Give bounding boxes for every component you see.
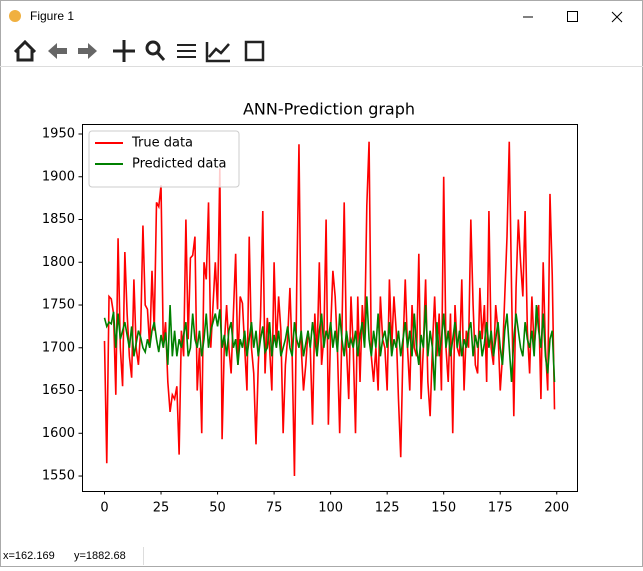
toolbar <box>0 39 643 67</box>
y-tick-label: 1900 <box>42 169 75 184</box>
plot: ANN-Prediction graph 1550 1600 1650 1700 175… <box>42 100 578 516</box>
maximize-button[interactable] <box>567 11 578 22</box>
x-tick-label: 200 <box>544 501 569 516</box>
axes-frame <box>82 124 578 492</box>
home-button[interactable] <box>13 39 37 62</box>
title-bar: Figure 1 <box>9 9 623 23</box>
y-tick-label: 1950 <box>42 127 75 142</box>
legend-label: Predicted data <box>132 157 226 172</box>
status-x: x=162.169 <box>3 550 55 562</box>
x-tick-label: 125 <box>375 501 400 516</box>
legend-label: True data <box>131 136 193 151</box>
x-tick-label: 75 <box>266 501 283 516</box>
y-tick-label: 1650 <box>42 383 75 398</box>
status-y: y=1882.68 <box>74 550 126 562</box>
x-tick-label: 175 <box>488 501 513 516</box>
data-line <box>103 296 556 391</box>
x-tick-label: 25 <box>153 501 170 516</box>
y-tick-label: 1550 <box>42 469 75 484</box>
pan-button[interactable] <box>113 40 135 62</box>
y-tick-label: 1600 <box>42 426 75 441</box>
edit-axis-button[interactable] <box>205 42 230 63</box>
chart-title: ANN-Prediction graph <box>243 100 415 119</box>
close-button[interactable] <box>611 11 623 23</box>
legend-box <box>88 130 240 188</box>
y-tick-label: 1800 <box>42 255 75 270</box>
zoom-button[interactable] <box>145 40 161 56</box>
y-tick-label: 1850 <box>42 212 75 227</box>
y-tick-label: 1700 <box>42 340 75 355</box>
configure-button[interactable] <box>177 44 196 58</box>
forward-button[interactable] <box>78 43 97 59</box>
x-tick-label: 150 <box>431 501 456 516</box>
window-title: Figure 1 <box>30 9 74 23</box>
status-bar: x=162.169 y=1882.68 <box>3 547 144 565</box>
data-line <box>103 141 556 477</box>
x-tick-label: 0 <box>100 501 108 516</box>
back-button[interactable] <box>48 43 67 59</box>
x-tick-label: 50 <box>209 501 226 516</box>
zoom-handle <box>155 51 166 61</box>
x-tick-label: 100 <box>318 501 343 516</box>
app-icon <box>9 10 21 22</box>
save-button[interactable] <box>244 40 265 62</box>
y-tick-label: 1750 <box>42 298 75 313</box>
